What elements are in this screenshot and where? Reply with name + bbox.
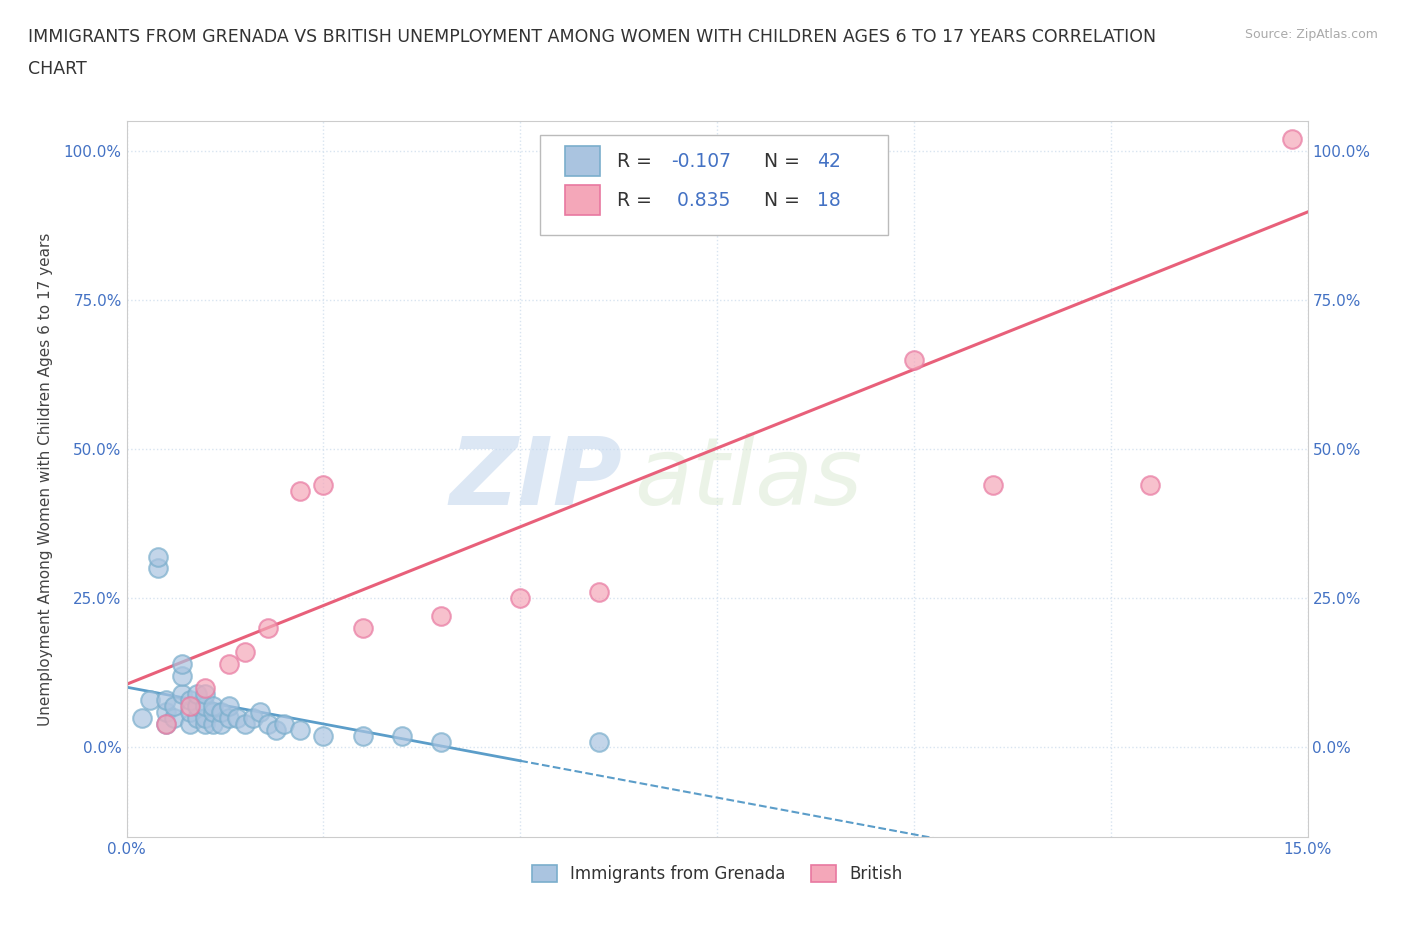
Text: 42: 42 — [817, 152, 841, 170]
Point — [170, 686, 193, 701]
Text: IMMIGRANTS FROM GRENADA VS BRITISH UNEMPLOYMENT AMONG WOMEN WITH CHILDREN AGES 6: IMMIGRANTS FROM GRENADA VS BRITISH UNEMP… — [28, 28, 1156, 46]
Point — [209, 704, 232, 719]
Point — [131, 711, 153, 725]
Point — [391, 728, 413, 743]
Point — [430, 609, 453, 624]
Point — [257, 620, 280, 635]
Text: 18: 18 — [817, 191, 841, 209]
Text: Source: ZipAtlas.com: Source: ZipAtlas.com — [1244, 28, 1378, 41]
Point — [249, 704, 271, 719]
Point — [509, 591, 531, 605]
Point — [1281, 131, 1303, 146]
FancyBboxPatch shape — [540, 135, 889, 235]
Point — [352, 620, 374, 635]
Text: ZIP: ZIP — [450, 433, 623, 525]
Point — [233, 644, 256, 659]
Point — [163, 698, 186, 713]
Point — [163, 711, 186, 725]
Point — [155, 716, 177, 731]
Point — [186, 711, 208, 725]
Point — [194, 681, 217, 696]
Point — [194, 686, 217, 701]
Text: 0.835: 0.835 — [671, 191, 730, 209]
Point — [745, 215, 768, 230]
Point — [312, 728, 335, 743]
Text: R =: R = — [617, 191, 658, 209]
Text: N =: N = — [765, 152, 806, 170]
Point — [202, 704, 225, 719]
Point — [218, 711, 240, 725]
Point — [186, 698, 208, 713]
Point — [179, 692, 201, 707]
Point — [155, 716, 177, 731]
Point — [179, 698, 201, 713]
Point — [179, 704, 201, 719]
Text: -0.107: -0.107 — [671, 152, 731, 170]
Point — [194, 711, 217, 725]
Legend: Immigrants from Grenada, British: Immigrants from Grenada, British — [526, 858, 908, 889]
Text: atlas: atlas — [634, 433, 863, 525]
Point — [194, 716, 217, 731]
Text: R =: R = — [617, 152, 658, 170]
FancyBboxPatch shape — [565, 146, 600, 176]
Point — [139, 692, 162, 707]
Point — [146, 561, 169, 576]
Point — [179, 716, 201, 731]
Point — [242, 711, 264, 725]
Point — [288, 723, 311, 737]
Point — [170, 669, 193, 684]
Point — [352, 728, 374, 743]
Point — [273, 716, 295, 731]
Point — [194, 698, 217, 713]
Point — [824, 143, 846, 158]
Point — [430, 734, 453, 749]
Point — [264, 723, 287, 737]
Point — [225, 711, 247, 725]
Point — [1139, 477, 1161, 492]
Text: N =: N = — [765, 191, 806, 209]
Point — [903, 352, 925, 367]
Point — [146, 549, 169, 564]
Point — [202, 698, 225, 713]
Point — [186, 686, 208, 701]
Point — [209, 716, 232, 731]
Point — [155, 692, 177, 707]
Point — [202, 716, 225, 731]
FancyBboxPatch shape — [565, 185, 600, 215]
Point — [981, 477, 1004, 492]
Point — [312, 477, 335, 492]
Point — [218, 698, 240, 713]
Y-axis label: Unemployment Among Women with Children Ages 6 to 17 years: Unemployment Among Women with Children A… — [38, 232, 52, 725]
Point — [155, 704, 177, 719]
Point — [588, 734, 610, 749]
Text: CHART: CHART — [28, 60, 87, 78]
Point — [588, 585, 610, 600]
Point — [257, 716, 280, 731]
Point — [288, 484, 311, 498]
Point — [233, 716, 256, 731]
Point — [170, 657, 193, 671]
Point — [218, 657, 240, 671]
